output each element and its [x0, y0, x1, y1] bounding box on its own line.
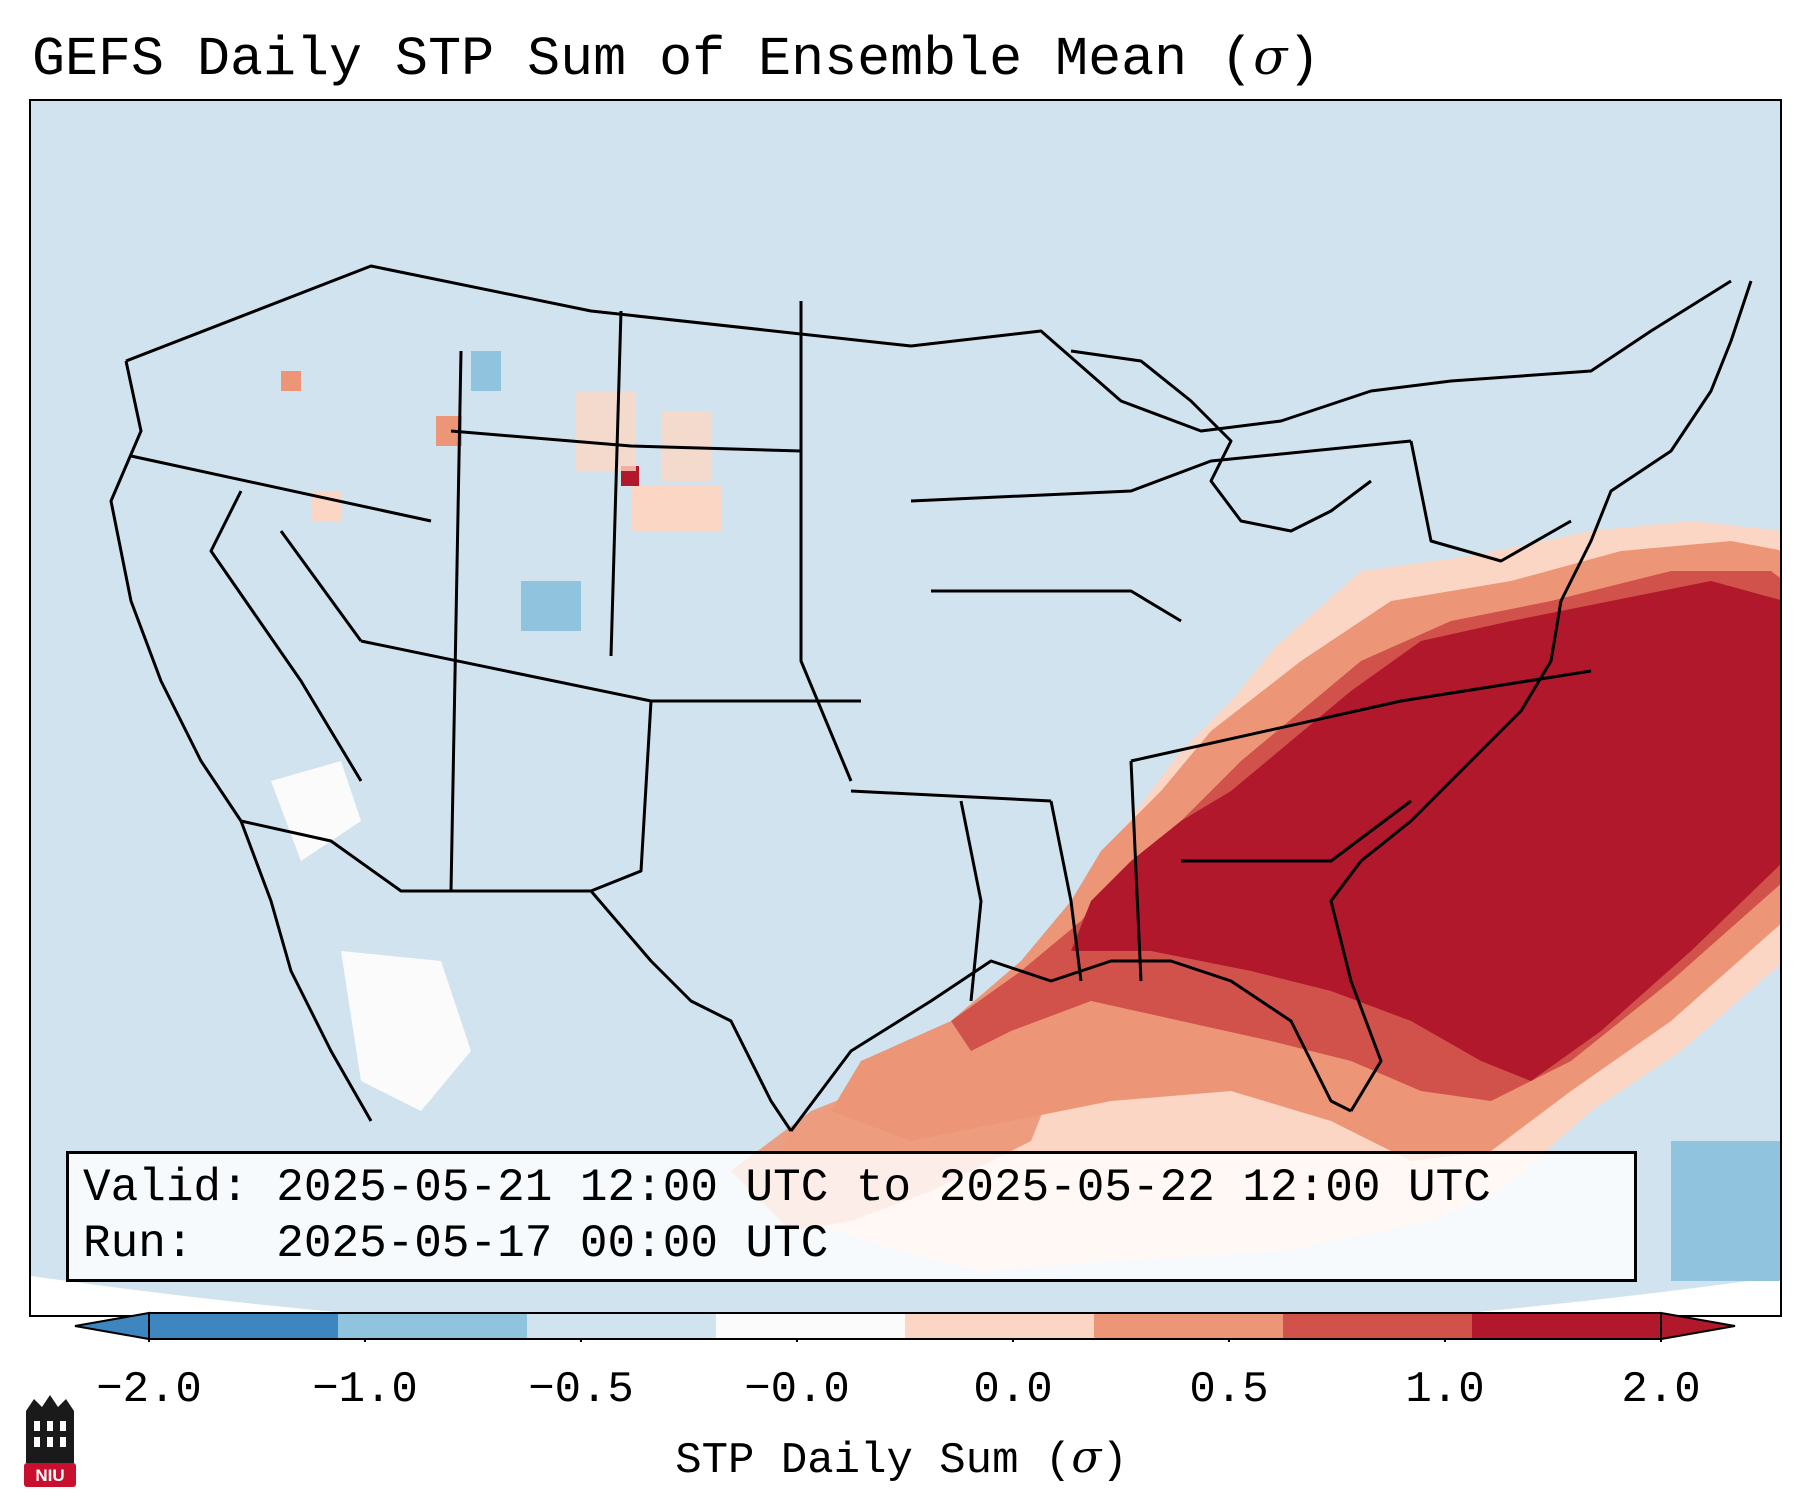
colorbar-outline	[148, 1312, 1662, 1340]
state-line	[609, 310, 623, 657]
west-coast	[109, 360, 373, 1122]
colorbar-tick-label: −0.0	[744, 1365, 850, 1415]
state-line	[130, 454, 432, 523]
great-lakes	[1070, 349, 1372, 533]
boundaries	[109, 264, 1753, 1132]
title-suffix: )	[1287, 28, 1321, 91]
state-line	[590, 700, 653, 893]
state-line	[1130, 669, 1592, 763]
stp-patch	[631, 486, 721, 531]
state-line	[449, 350, 463, 892]
title-text: GEFS Daily STP Sum of Ensemble Mean (	[32, 28, 1254, 91]
stp-negative-patch	[521, 581, 581, 631]
state-line	[959, 800, 983, 1002]
stp-white-patch	[271, 761, 361, 861]
state-line	[1181, 799, 1412, 863]
colorbar-segment	[338, 1313, 528, 1339]
state-line	[1409, 440, 1572, 563]
logo-text: NIU	[35, 1466, 64, 1485]
stp-negative-patch	[471, 351, 501, 391]
colorbar-ticks	[148, 1339, 1662, 1342]
colorbar-segment	[1472, 1313, 1662, 1339]
domain-edge	[31, 1276, 1780, 1315]
colorbar-tick-label: 0.0	[973, 1365, 1053, 1415]
colorbar-segment	[1283, 1313, 1473, 1339]
colorbar-segment	[149, 1313, 339, 1339]
state-line	[279, 530, 363, 642]
valid-value: 2025-05-21 12:00 UTC to 2025-05-22 12:00…	[276, 1162, 1491, 1214]
us-canada-border	[125, 264, 1732, 433]
state-line	[931, 589, 1182, 623]
colorbar	[74, 1311, 1736, 1342]
state-line	[850, 789, 1052, 803]
us-mexico-border	[240, 819, 793, 1132]
colorbar-segments	[149, 1313, 1662, 1339]
colorbar-label-suffix: )	[1101, 1436, 1128, 1486]
colorbar-extend-high	[1660, 1311, 1736, 1341]
east-coast	[1559, 280, 1753, 602]
colorbar-tick-label: −1.0	[312, 1365, 418, 1415]
state-line	[799, 301, 853, 782]
colorbar-tick-label: 0.5	[1189, 1365, 1269, 1415]
niu-logo: NIU	[24, 1395, 76, 1487]
colorbar-extend-low	[74, 1311, 150, 1341]
run-value: 2025-05-17 00:00 UTC	[276, 1218, 829, 1270]
state-line	[910, 439, 1412, 503]
florida	[1329, 600, 1563, 1112]
state-line	[1129, 760, 1143, 982]
stp-core	[1071, 581, 1780, 1081]
state-line	[450, 429, 802, 453]
stp-white-patch	[341, 951, 471, 1111]
state-line	[209, 490, 363, 782]
stp-patch	[281, 371, 301, 391]
colorbar-tick-label: 2.0	[1621, 1365, 1701, 1415]
colorbar-label-sigma: σ	[1071, 1432, 1102, 1483]
map-svg	[31, 101, 1780, 1315]
colorbar-segment	[716, 1313, 906, 1339]
valid-run-info-box: Valid: 2025-05-21 12:00 UTC to 2025-05-2…	[66, 1151, 1637, 1282]
colorbar-label: STP Daily Sum (σ)	[0, 1430, 1803, 1489]
colorbar-tick-label: 1.0	[1405, 1365, 1485, 1415]
chart-title: GEFS Daily STP Sum of Ensemble Mean (σ)	[32, 22, 1320, 95]
colorbar-tick-label: −0.5	[528, 1365, 634, 1415]
colorbar-segment	[905, 1313, 1095, 1339]
colorbar-segment	[1094, 1313, 1284, 1339]
stp-negative-patch	[1671, 1141, 1780, 1281]
state-line	[1049, 800, 1083, 982]
stp-patch	[576, 391, 636, 471]
run-label: Run:	[83, 1218, 194, 1270]
map-panel	[29, 99, 1782, 1317]
colorbar-segment	[527, 1313, 717, 1339]
colorbar-label-text: STP Daily Sum (	[675, 1436, 1072, 1486]
valid-label: Valid:	[83, 1162, 249, 1214]
title-sigma: σ	[1253, 28, 1288, 86]
colorbar-tick-label: −2.0	[96, 1365, 202, 1415]
gulf-coast	[789, 959, 1352, 1132]
